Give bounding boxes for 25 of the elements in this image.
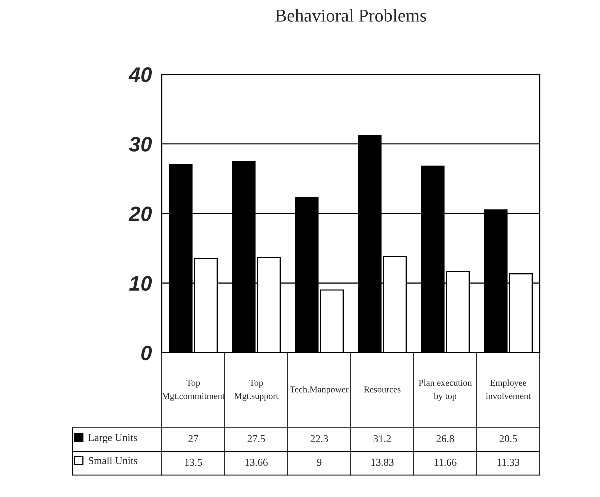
y-tick-label: 0 — [142, 346, 152, 361]
data-label: 13.5 — [185, 459, 202, 466]
x-tick-label: Employee involvement — [486, 380, 532, 400]
y-tick-label: 40 — [128, 68, 152, 82]
data-label: 9 — [317, 459, 322, 466]
y-tick-label: 10 — [129, 276, 152, 292]
data-label: 13.66 — [246, 459, 268, 466]
data-label: 20.5 — [500, 435, 518, 442]
data-label: 11.66 — [434, 459, 457, 466]
data-label: 27 — [188, 435, 198, 442]
y-tick-label: 30 — [129, 137, 152, 152]
data-label: 11.33 — [498, 459, 520, 466]
x-tick-label: Plan execution by top — [419, 380, 472, 402]
x-tick-label: Top Mgt.support — [234, 380, 279, 402]
data-label: 31.2 — [374, 435, 392, 442]
chart-title: Behavioral Problems — [276, 9, 426, 22]
x-tick-label: Tech.Manpower — [290, 386, 349, 395]
data-label: 22.3 — [310, 435, 328, 442]
x-tick-label: Resources — [364, 386, 401, 393]
data-label: 27.5 — [248, 435, 266, 442]
y-tick-label: 20 — [128, 206, 152, 222]
legend-label: Small Units — [89, 457, 138, 464]
data-label: 26.8 — [436, 435, 454, 442]
data-label: 13.83 — [372, 459, 394, 466]
legend-label: Large Units — [88, 434, 138, 444]
